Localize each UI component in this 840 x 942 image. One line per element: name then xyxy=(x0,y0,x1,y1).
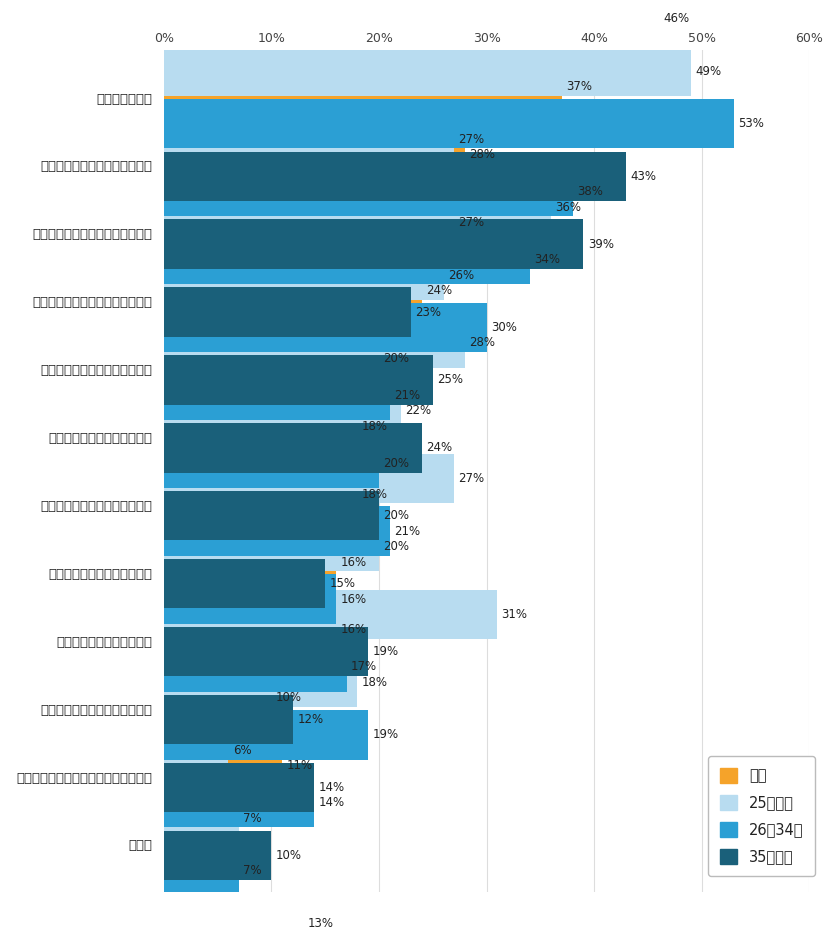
Bar xyxy=(164,507,390,556)
Text: 16%: 16% xyxy=(340,593,366,606)
Bar xyxy=(164,219,584,268)
Text: 7%: 7% xyxy=(244,812,262,824)
Text: 24%: 24% xyxy=(427,442,453,454)
Text: 6%: 6% xyxy=(233,744,251,756)
Bar xyxy=(164,469,358,519)
Bar xyxy=(164,386,401,435)
Bar xyxy=(164,183,551,232)
Bar xyxy=(164,302,486,352)
Text: 12%: 12% xyxy=(297,713,323,726)
Legend: 全体, 25歳以下, 26～34歳, 35歳以上: 全体, 25歳以下, 26～34歳, 35歳以上 xyxy=(708,756,815,876)
Text: 7%: 7% xyxy=(244,864,262,877)
Bar xyxy=(164,899,304,942)
Bar xyxy=(164,266,422,316)
Text: 43%: 43% xyxy=(631,170,657,183)
Bar xyxy=(164,522,379,571)
Bar xyxy=(164,99,734,149)
Bar xyxy=(164,62,562,111)
Bar xyxy=(164,401,358,451)
Text: 20%: 20% xyxy=(383,510,409,522)
Bar xyxy=(164,198,454,247)
Text: 27%: 27% xyxy=(459,133,485,146)
Bar xyxy=(164,439,379,488)
Bar xyxy=(164,575,336,624)
Text: 49%: 49% xyxy=(696,65,722,78)
Text: 34%: 34% xyxy=(534,253,560,266)
Bar xyxy=(164,831,271,880)
Text: 28%: 28% xyxy=(470,148,496,161)
Bar xyxy=(164,423,422,473)
Text: 22%: 22% xyxy=(405,404,431,417)
Bar xyxy=(164,658,358,707)
Text: 15%: 15% xyxy=(329,577,355,590)
Text: 21%: 21% xyxy=(394,525,420,538)
Bar xyxy=(164,537,336,587)
Text: 46%: 46% xyxy=(663,12,689,25)
Bar xyxy=(164,0,659,43)
Text: 39%: 39% xyxy=(588,237,614,251)
Text: 28%: 28% xyxy=(470,336,496,349)
Bar xyxy=(164,287,412,336)
Bar xyxy=(164,559,325,609)
Text: 36%: 36% xyxy=(555,201,581,214)
Text: 17%: 17% xyxy=(351,660,377,674)
Text: 27%: 27% xyxy=(459,216,485,229)
Text: 24%: 24% xyxy=(427,284,453,297)
Text: 19%: 19% xyxy=(372,645,399,658)
Bar xyxy=(164,235,530,284)
Bar xyxy=(164,626,368,676)
Text: 18%: 18% xyxy=(362,488,388,500)
Text: 14%: 14% xyxy=(318,781,345,794)
Bar xyxy=(164,725,228,775)
Bar xyxy=(164,152,627,201)
Bar xyxy=(164,695,293,744)
Text: 10%: 10% xyxy=(276,691,302,705)
Text: 26%: 26% xyxy=(448,268,474,282)
Bar xyxy=(164,763,314,812)
Text: 20%: 20% xyxy=(383,540,409,553)
Bar xyxy=(164,710,368,759)
Text: 38%: 38% xyxy=(577,186,603,198)
Text: 10%: 10% xyxy=(276,849,302,862)
Text: 23%: 23% xyxy=(416,305,442,318)
Bar xyxy=(164,606,336,655)
Text: 18%: 18% xyxy=(362,676,388,689)
Bar xyxy=(164,454,454,503)
Bar xyxy=(164,130,465,179)
Bar xyxy=(164,167,573,217)
Bar xyxy=(164,674,271,723)
Bar xyxy=(164,846,239,896)
Bar xyxy=(164,590,497,640)
Text: 13%: 13% xyxy=(308,917,334,930)
Bar xyxy=(164,642,347,691)
Bar xyxy=(164,778,314,827)
Text: 19%: 19% xyxy=(372,728,399,741)
Text: 30%: 30% xyxy=(491,321,517,334)
Text: 27%: 27% xyxy=(459,472,485,485)
Bar xyxy=(164,333,379,383)
Bar xyxy=(164,355,433,405)
Text: 53%: 53% xyxy=(738,118,764,130)
Text: 37%: 37% xyxy=(566,80,592,93)
Bar xyxy=(164,491,379,541)
Bar xyxy=(164,371,390,420)
Text: 18%: 18% xyxy=(362,420,388,432)
Text: 20%: 20% xyxy=(383,457,409,470)
Text: 21%: 21% xyxy=(394,389,420,402)
Bar xyxy=(164,318,465,367)
Bar xyxy=(164,46,691,96)
Bar xyxy=(164,251,444,300)
Text: 14%: 14% xyxy=(318,796,345,809)
Bar xyxy=(164,793,239,843)
Text: 31%: 31% xyxy=(501,608,528,621)
Text: 20%: 20% xyxy=(383,352,409,365)
Text: 16%: 16% xyxy=(340,624,366,637)
Bar xyxy=(164,115,454,164)
Bar xyxy=(164,741,282,790)
Text: 25%: 25% xyxy=(437,373,463,386)
Text: 11%: 11% xyxy=(286,759,312,772)
Text: 16%: 16% xyxy=(340,556,366,569)
